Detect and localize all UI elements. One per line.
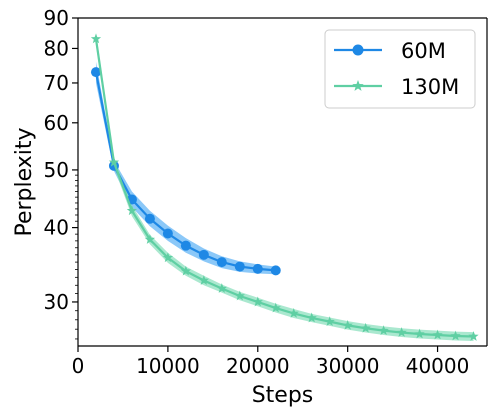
data-point-60m [90,67,101,78]
data-point-130m [180,265,191,276]
data-point-130m [198,275,209,285]
y-tick-label: 40 [44,216,69,240]
data-point-60m [162,228,173,239]
data-point-130m [450,330,461,341]
data-point-60m [198,249,209,260]
data-point-130m [216,283,227,293]
data-point-130m [252,296,263,307]
data-point-60m [144,213,155,224]
y-axis-title: Perplexity [12,127,37,236]
data-point-130m [378,325,389,335]
series-line-130m [94,38,474,338]
data-point-130m [324,316,335,327]
y-tick-label: 70 [44,71,69,95]
data-point-130m [234,290,245,301]
data-point-130m [288,308,299,318]
x-axis-title: Steps [252,383,314,408]
data-point-130m [108,156,120,167]
legend-entries: 60M 130M [334,39,459,99]
data-point-130m [468,331,479,341]
data-point-130m [162,252,174,263]
legend-label-60m: 60M [401,39,446,63]
y-tick-label: 50 [44,158,69,182]
axes: 0 10000 20000 30000 40000 30 40 50 60 70 80 90 [44,6,488,378]
x-tick-label: 30000 [316,354,380,378]
legend: 60M 130M [324,29,476,109]
x-tick-label: 0 [72,354,85,378]
data-point-60m [216,257,227,268]
data-point-130m [396,327,407,337]
data-point-60m [234,261,245,272]
plot-area [90,32,479,341]
y-tick-label: 60 [44,111,69,135]
data-point-60m [180,240,191,251]
data-point-130m [342,319,353,330]
data-point-130m [360,322,371,333]
data-point-130m [144,234,156,244]
data-point-130m [432,329,443,340]
data-point-130m [90,33,102,44]
data-point-130m [270,302,281,313]
y-tick-label: 90 [44,6,69,30]
legend-marker-130m [352,80,364,91]
data-point-130m [126,205,138,216]
y-tick-label: 30 [44,290,69,314]
data-point-60m [270,265,281,276]
legend-marker-60m [352,44,364,56]
data-point-130m [306,312,317,323]
legend-label-130m: 130M [401,75,459,99]
y-tick-label: 80 [44,36,69,60]
data-point-60m [252,263,263,274]
data-point-130m [414,328,425,339]
x-tick-label: 20000 [226,354,290,378]
x-tick-label: 10000 [136,354,200,378]
x-tick-label: 40000 [406,354,470,378]
